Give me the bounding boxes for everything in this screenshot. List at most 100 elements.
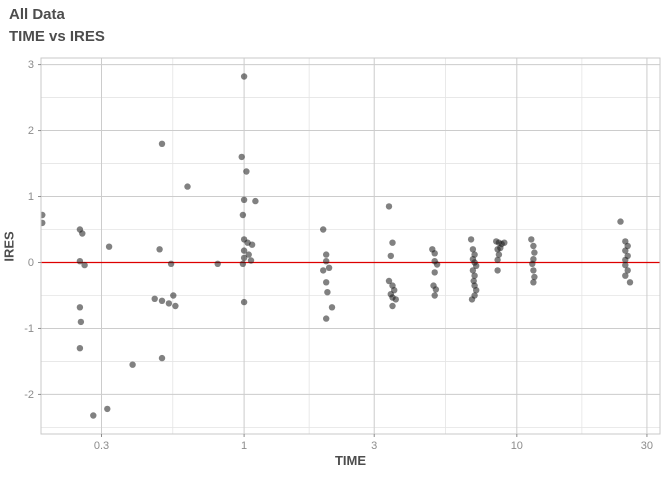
data-point — [469, 267, 477, 274]
y-axis-title: IRES — [1, 230, 17, 262]
data-point — [41, 211, 46, 219]
x-tick-label: 30 — [641, 440, 653, 452]
data-point — [471, 272, 478, 279]
data-point — [41, 219, 46, 227]
data-point — [389, 302, 396, 310]
data-point — [77, 318, 85, 326]
data-point — [184, 183, 191, 190]
data-point — [622, 256, 629, 264]
data-point — [528, 236, 535, 243]
data-point — [239, 211, 247, 219]
data-point — [240, 73, 248, 80]
data-point — [392, 296, 399, 303]
data-point — [495, 251, 503, 258]
data-point — [622, 272, 629, 279]
data-point — [389, 239, 396, 246]
data-point — [431, 250, 438, 257]
data-point — [617, 218, 624, 225]
x-tick-label: 1 — [241, 440, 247, 452]
data-point — [151, 295, 158, 302]
points-layer — [41, 73, 634, 419]
data-point — [320, 267, 327, 274]
y-tick-label: 2 — [28, 125, 34, 137]
data-point — [76, 258, 84, 265]
data-point — [385, 203, 393, 210]
data-point — [432, 286, 440, 293]
data-point — [323, 251, 330, 258]
data-point — [239, 260, 247, 267]
data-point — [529, 260, 536, 267]
data-point — [238, 153, 245, 161]
x-axis-title: TIME — [334, 453, 367, 468]
chart-title: All Data — [9, 6, 65, 23]
data-point — [468, 296, 476, 303]
data-point — [622, 247, 629, 254]
data-point — [129, 361, 136, 368]
data-point — [240, 196, 248, 203]
data-point — [323, 258, 330, 265]
y-tick-label: -1 — [24, 323, 34, 335]
data-point — [172, 302, 179, 310]
data-point — [626, 279, 634, 286]
data-point — [469, 246, 477, 253]
data-point — [494, 246, 501, 253]
data-point — [531, 273, 538, 281]
data-point — [501, 239, 508, 246]
data-point — [90, 412, 97, 419]
data-point — [323, 279, 330, 286]
x-tick-label: 0.3 — [94, 440, 109, 452]
data-point — [431, 292, 438, 299]
data-point — [530, 267, 537, 274]
data-point — [431, 269, 438, 276]
data-point — [494, 256, 501, 264]
data-point — [531, 249, 538, 256]
data-point — [325, 264, 333, 271]
x-tick-label: 10 — [511, 440, 523, 452]
data-point — [104, 405, 111, 413]
data-point — [170, 292, 177, 299]
data-point — [214, 260, 221, 267]
data-point — [245, 251, 252, 258]
data-point — [105, 243, 113, 250]
data-point — [165, 300, 173, 307]
data-point — [473, 262, 480, 269]
data-point — [323, 315, 330, 322]
data-point — [76, 345, 84, 352]
data-point — [240, 298, 248, 306]
data-point — [622, 261, 629, 269]
x-tick-label: 3 — [371, 440, 377, 452]
data-point — [252, 197, 259, 205]
data-point — [167, 260, 175, 267]
data-point — [240, 254, 248, 262]
data-point — [81, 261, 88, 269]
y-tick-label: 3 — [28, 59, 34, 71]
data-point — [243, 168, 250, 175]
chart-subtitle: TIME vs IRES — [9, 28, 105, 45]
data-point — [624, 267, 631, 274]
data-point — [473, 287, 480, 294]
data-point — [158, 297, 166, 304]
data-point — [494, 267, 501, 274]
data-point — [247, 257, 255, 264]
data-point — [158, 140, 166, 147]
y-axis-title-container: IRES — [0, 58, 18, 434]
data-point — [76, 304, 84, 311]
panel-border — [40, 57, 661, 435]
data-point — [467, 236, 475, 243]
data-point — [433, 261, 441, 268]
data-point — [158, 354, 166, 362]
data-point — [156, 246, 163, 253]
y-tick-label: 0 — [28, 257, 34, 269]
data-point — [387, 252, 394, 260]
data-point — [530, 279, 537, 286]
data-point — [248, 241, 256, 248]
data-point — [324, 289, 331, 296]
y-tick-label: 1 — [28, 191, 34, 203]
data-point — [328, 304, 336, 311]
data-point — [385, 277, 393, 285]
data-point — [79, 230, 86, 237]
data-point — [240, 247, 248, 254]
data-point — [530, 242, 537, 250]
